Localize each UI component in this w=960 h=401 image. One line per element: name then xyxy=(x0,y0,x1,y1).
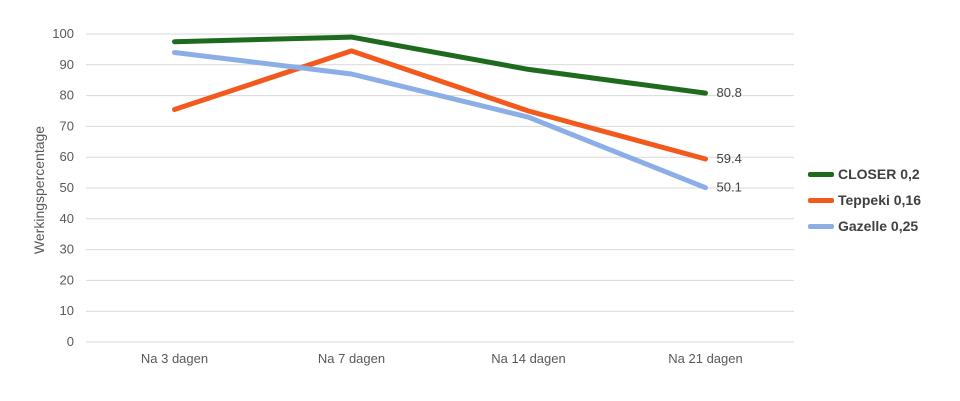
series-lines xyxy=(172,34,708,191)
y-tick-label: 60 xyxy=(60,149,74,164)
x-tick-label: Na 14 dagen xyxy=(491,351,565,366)
x-tick-label: Na 7 dagen xyxy=(318,351,385,366)
data-label: 50.1 xyxy=(717,180,742,195)
series-line xyxy=(172,34,708,96)
y-tick-label: 100 xyxy=(52,26,74,41)
x-tick-label: Na 3 dagen xyxy=(141,351,208,366)
y-tick-label: 90 xyxy=(60,57,74,72)
y-tick-label: 70 xyxy=(60,118,74,133)
x-axis-ticks: Na 3 dagen Na 7 dagen Na 14 dagen Na 21 dag… xyxy=(141,351,743,366)
y-axis-ticks: 0 10 20 30 40 50 60 70 80 90 100 xyxy=(52,26,74,349)
legend-swatch xyxy=(808,223,834,229)
y-tick-label: 30 xyxy=(60,242,74,257)
data-label: 80.8 xyxy=(717,85,742,100)
legend-label: Gazelle 0,25 xyxy=(838,218,919,234)
y-tick-label: 80 xyxy=(60,88,74,103)
legend-label: Teppeki 0,16 xyxy=(838,192,922,208)
y-tick-label: 20 xyxy=(60,272,74,287)
legend-item: CLOSER 0,2 xyxy=(808,161,921,187)
data-labels: 80.8 59.4 50.1 xyxy=(717,85,742,195)
legend-item: Teppeki 0,16 xyxy=(808,187,921,213)
x-tick-label: Na 21 dagen xyxy=(668,351,742,366)
legend-item: Gazelle 0,25 xyxy=(808,213,921,239)
series-line xyxy=(172,50,708,191)
y-tick-label: 40 xyxy=(60,211,74,226)
series-line xyxy=(172,48,708,162)
legend-swatch xyxy=(808,171,834,177)
y-axis-title: Werkingspercentage xyxy=(31,126,47,254)
y-tick-label: 50 xyxy=(60,180,74,195)
chart-legend: CLOSER 0,2 Teppeki 0,16 Gazelle 0,25 xyxy=(808,161,921,239)
legend-swatch xyxy=(808,197,834,203)
legend-label: CLOSER 0,2 xyxy=(838,166,920,182)
y-tick-label: 10 xyxy=(60,303,74,318)
data-label: 59.4 xyxy=(717,151,742,166)
y-tick-label: 0 xyxy=(67,334,74,349)
